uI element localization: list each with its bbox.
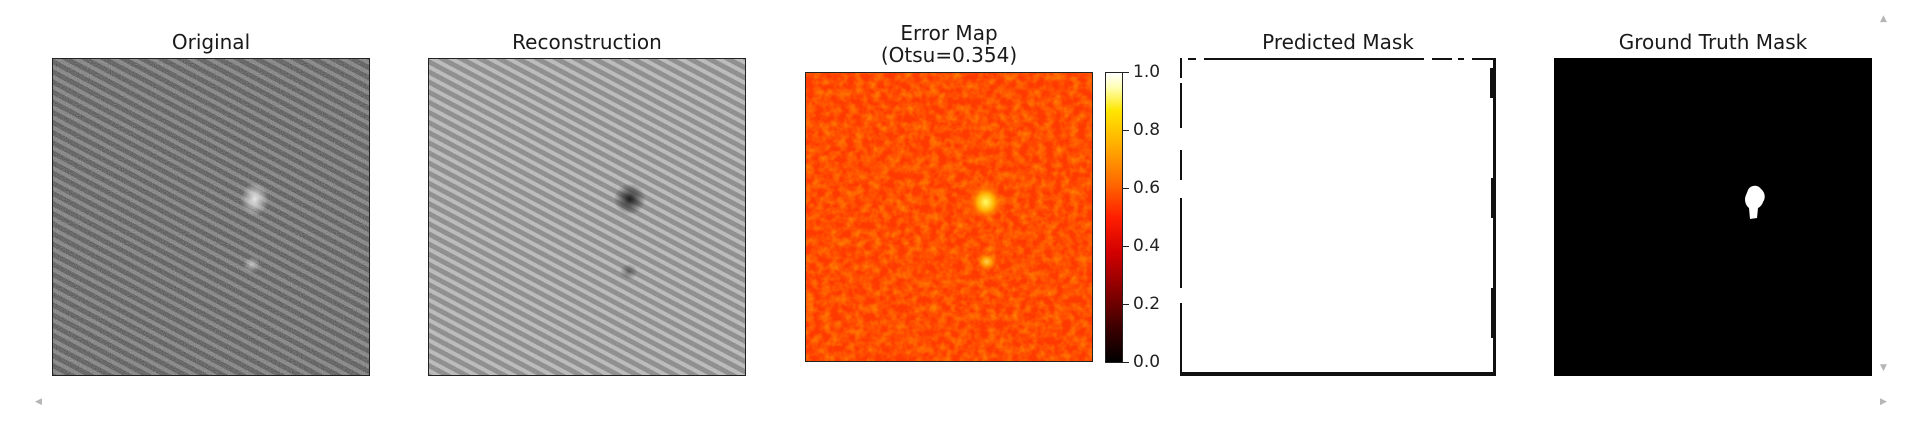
colorbar-tick-mark (1123, 246, 1129, 247)
colorbar-tick-mark (1123, 188, 1129, 189)
scroll-up-arrow-icon[interactable]: ▲ (1880, 14, 1887, 24)
ground-truth-mask-title: Ground Truth Mask (1618, 30, 1808, 54)
scroll-down-arrow-icon[interactable]: ▼ (1880, 363, 1887, 373)
colorbar-tick-mark (1123, 130, 1129, 131)
colorbar-tick-label: 0.6 (1133, 178, 1161, 198)
scroll-left-arrow-icon[interactable]: ◀ (35, 397, 42, 407)
colorbar-tick-mark (1123, 72, 1129, 73)
colorbar-tick-mark (1123, 304, 1129, 305)
error-map-subtitle: (Otsu=0.354) (880, 43, 1018, 67)
original-title: Original (171, 30, 251, 54)
colorbar-tick-label: 1.0 (1133, 62, 1161, 82)
colorbar-tick-label: 0.0 (1133, 352, 1161, 372)
colorbar-tick-mark (1123, 362, 1129, 363)
original-image (52, 58, 370, 376)
reconstruction-title: Reconstruction (512, 30, 662, 54)
reconstruction-image (428, 58, 746, 376)
error-map-image (805, 72, 1093, 362)
colorbar-tick-label: 0.2 (1133, 294, 1161, 314)
error-map-title: Error Map (900, 21, 998, 45)
ground-truth-mask-image (1554, 58, 1872, 376)
colorbar-tick-label: 0.8 (1133, 120, 1161, 140)
scroll-right-arrow-icon[interactable]: ▶ (1880, 397, 1887, 407)
error-map-colorbar (1105, 72, 1123, 363)
colorbar-tick-label: 0.4 (1133, 236, 1161, 256)
predicted-mask-image (1180, 58, 1496, 376)
predicted-mask-title: Predicted Mask (1262, 30, 1414, 54)
